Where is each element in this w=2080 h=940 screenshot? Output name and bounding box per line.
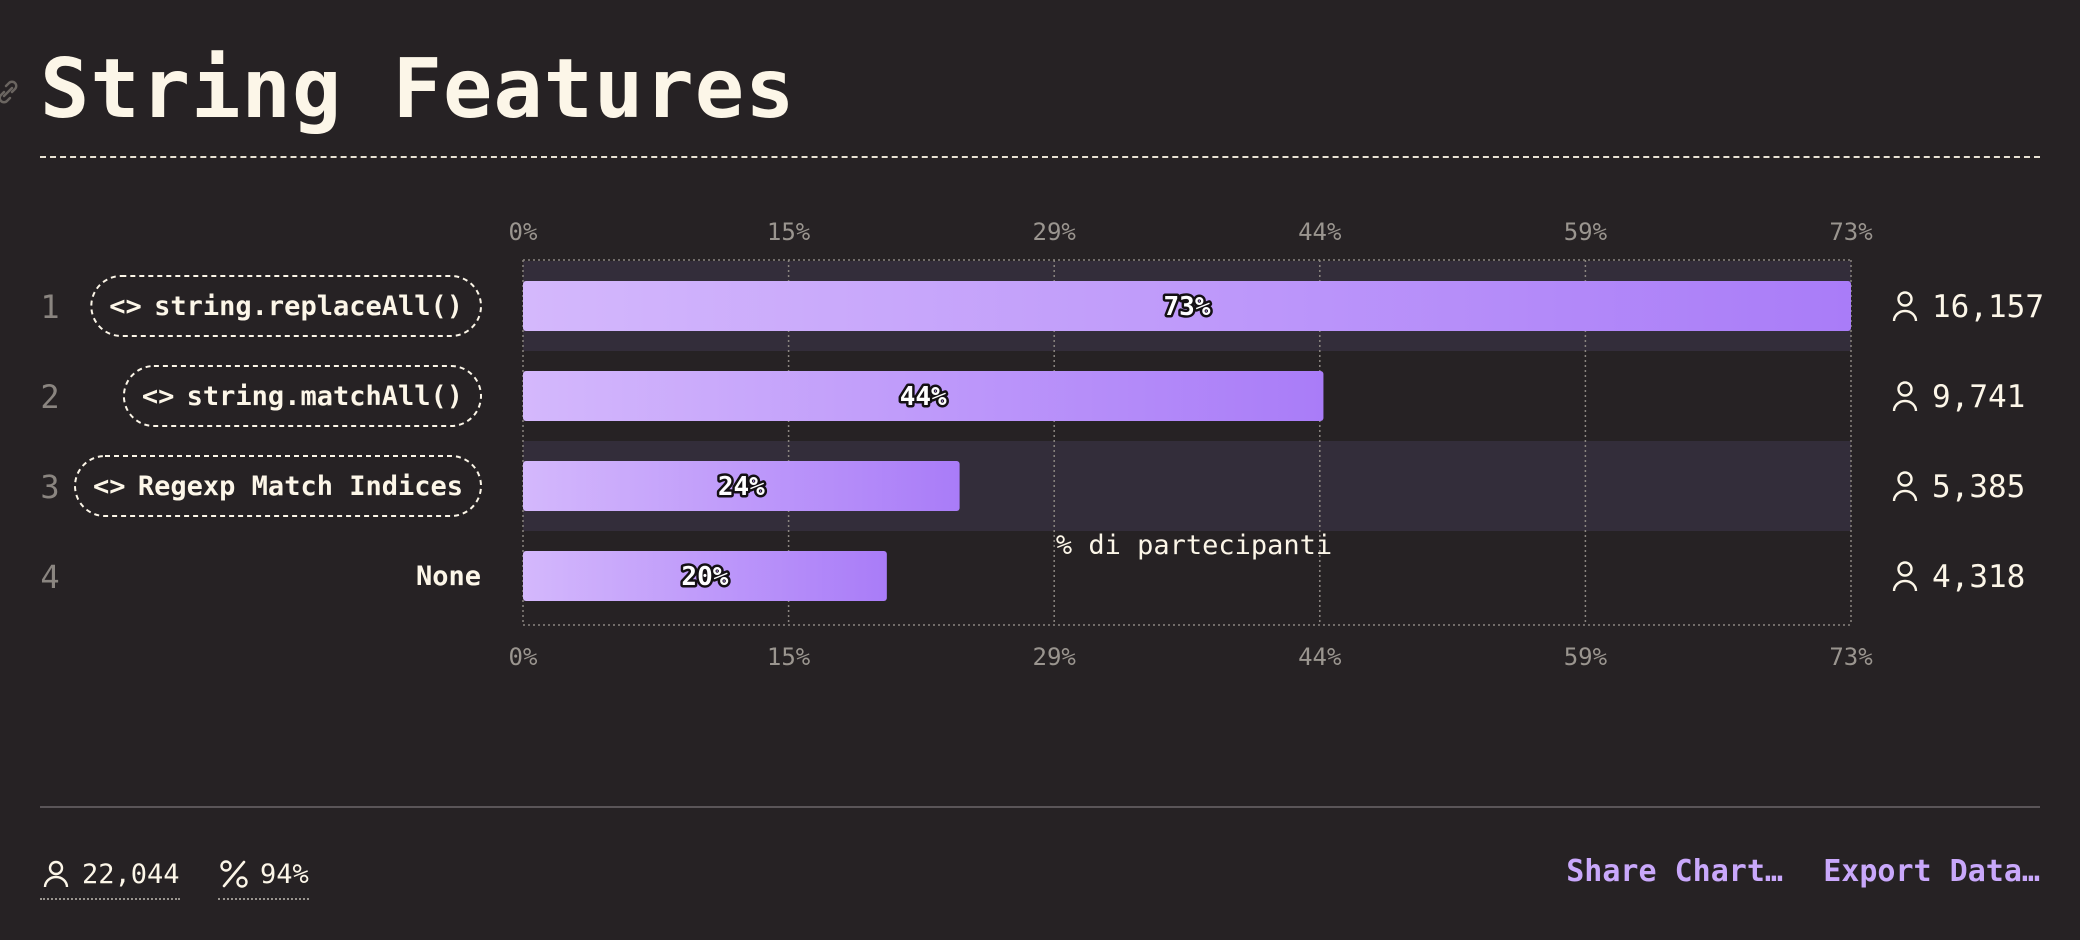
- bar-value-label: 20%: [681, 562, 728, 592]
- user-icon: [43, 860, 69, 888]
- bar[interactable]: [523, 461, 960, 511]
- count-value: 4,318: [1932, 559, 2025, 595]
- user-icon: [1892, 291, 1918, 322]
- x-tick-label-top: 73%: [1829, 218, 1873, 246]
- category-pill-border: [122, 365, 483, 427]
- title-divider: [40, 156, 2040, 158]
- respondent-count: 9,741: [1892, 379, 2025, 415]
- bar-value-label: 44%: [900, 382, 947, 412]
- x-tick-label-top: 29%: [1033, 218, 1077, 246]
- link-icon[interactable]: [0, 78, 22, 106]
- category-label: string.matchAll(): [187, 381, 463, 412]
- x-tick-label-bottom: 15%: [767, 643, 811, 671]
- x-tick-label-top: 44%: [1298, 218, 1342, 246]
- footer-divider: [40, 806, 2040, 808]
- percent-icon: [220, 860, 248, 888]
- total-respondents-value: 22,044: [82, 858, 180, 890]
- share-chart-button[interactable]: Share Chart…: [1566, 854, 1783, 889]
- x-tick-label-bottom: 29%: [1033, 643, 1077, 671]
- total-respondents-stat[interactable]: 22,044: [40, 852, 180, 900]
- respondent-count: 4,318: [1892, 559, 2025, 595]
- rank-number: 4: [40, 558, 59, 596]
- respondent-count: 16,157: [1892, 289, 2044, 325]
- code-icon: <>: [109, 291, 142, 322]
- bar[interactable]: [523, 371, 1324, 421]
- axis-ticks: 0% 0% 15% 15% 29% 29% 44% 44% 59% 59% 73% 73%: [509, 218, 1874, 671]
- x-tick-label-bottom: 59%: [1564, 643, 1608, 671]
- rank-number: 3: [40, 468, 59, 506]
- count-value: 16,157: [1932, 289, 2044, 325]
- x-tick-label-bottom: 73%: [1829, 643, 1873, 671]
- x-tick-label-bottom: 44%: [1298, 643, 1342, 671]
- x-tick-label-top: 59%: [1564, 218, 1608, 246]
- bar-value-label: 73%: [1164, 292, 1211, 322]
- category-label: Regexp Match Indices: [138, 471, 463, 502]
- category-labels: 1 <> string.replaceAll() 2 <> string.matchAll…: [40, 275, 483, 596]
- code-icon: <>: [93, 471, 126, 502]
- user-icon: [1892, 561, 1918, 592]
- rank-number: 2: [40, 378, 59, 416]
- category-label: string.replaceAll(): [154, 291, 463, 322]
- count-value: 9,741: [1932, 379, 2025, 415]
- bar[interactable]: [523, 281, 1851, 331]
- page-title: String Features: [40, 42, 796, 137]
- export-data-button[interactable]: Export Data…: [1823, 854, 2040, 889]
- bar-value-label: 24%: [718, 472, 765, 502]
- bar-chart: 73% 44% 24% 20% 0% 0% 15% 15% 29% 29% 44% 44% 59% 59…: [40, 218, 2044, 671]
- rank-number: 1: [40, 288, 59, 326]
- category-pill[interactable]: <> string.matchAll(): [122, 365, 483, 427]
- count-value: 5,385: [1932, 469, 2025, 505]
- count-labels: 16,157 9,741 5,385 4,318: [1892, 289, 2044, 595]
- completion-stat[interactable]: 94%: [218, 852, 309, 900]
- code-icon: <>: [142, 381, 175, 412]
- bar[interactable]: [523, 551, 887, 601]
- category-pill[interactable]: <> Regexp Match Indices: [74, 455, 482, 517]
- category-pill-border: [74, 455, 482, 517]
- category-pill[interactable]: <> string.replaceAll(): [90, 275, 483, 337]
- completion-value: 94%: [260, 858, 309, 890]
- user-icon: [1892, 381, 1918, 412]
- x-tick-label-top: 0%: [509, 218, 538, 246]
- bars: 73% 44% 24% 20%: [523, 281, 1851, 601]
- category-pill-border: [90, 275, 483, 337]
- x-tick-label-bottom: 0%: [509, 643, 538, 671]
- category-label: None: [416, 561, 481, 592]
- x-tick-label-top: 15%: [767, 218, 811, 246]
- user-icon: [1892, 471, 1918, 502]
- x-axis-title: % di partecipanti: [1056, 530, 1332, 561]
- respondent-count: 5,385: [1892, 469, 2025, 505]
